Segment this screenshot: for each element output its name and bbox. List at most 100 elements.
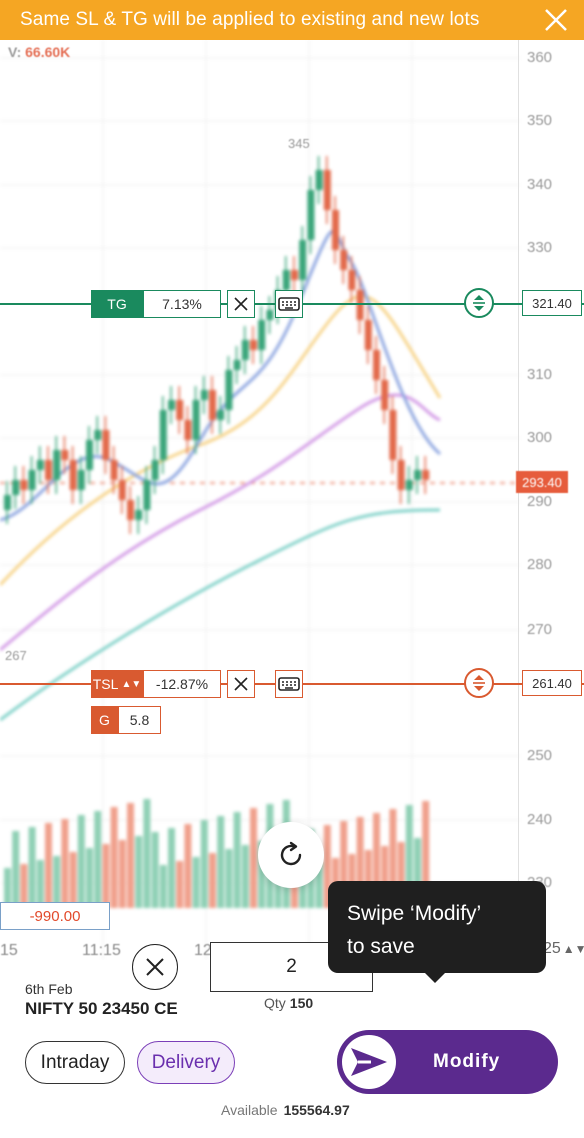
current-price-label: 293.40	[516, 471, 568, 493]
volume-bar	[118, 840, 126, 908]
volume-bar	[250, 808, 257, 908]
candle-body	[233, 360, 241, 370]
candle-body	[102, 430, 110, 460]
gap-value[interactable]: 5.8	[118, 706, 161, 734]
candle-body	[61, 450, 69, 460]
expiry-date: 6th Feb	[25, 981, 73, 997]
candle-body	[258, 320, 266, 350]
candle-body	[405, 480, 413, 490]
candle-body	[86, 440, 93, 470]
refresh-icon[interactable]	[258, 822, 324, 888]
stoploss-tag[interactable]: TSL ▲▼ -12.87%	[91, 670, 221, 698]
volume-bar	[241, 845, 249, 908]
candle-body	[250, 340, 257, 350]
price-tick: 270	[527, 621, 553, 638]
target-percent[interactable]: 7.13%	[143, 290, 221, 318]
lot-step[interactable]: 25 ▲▼	[543, 940, 584, 958]
candle-body	[299, 240, 307, 280]
time-tick: 15	[0, 942, 18, 959]
candle-body	[53, 450, 61, 480]
volume-bar	[69, 852, 77, 908]
remove-target-icon[interactable]	[227, 290, 255, 318]
price-tick: 340	[527, 176, 553, 193]
product-intraday-button[interactable]: Intraday	[25, 1041, 125, 1084]
price-tick: 240	[527, 811, 553, 828]
sort-icon: ▲▼	[121, 678, 142, 690]
volume-bar	[217, 816, 225, 908]
price-tick: 330	[527, 239, 553, 256]
volume-bar	[209, 853, 216, 908]
banner-message: Same SL & TG will be applied to existing…	[20, 9, 480, 30]
chart-canvas	[0, 40, 520, 960]
volume-bar	[20, 864, 28, 908]
candle-body	[12, 480, 20, 495]
candle-body	[373, 350, 380, 380]
volume-bar	[184, 824, 192, 908]
tooltip-line: Swipe ‘Modify’	[347, 902, 482, 925]
candle-body	[143, 480, 151, 510]
remove-stoploss-icon[interactable]	[227, 670, 255, 698]
stoploss-price-label: 261.40	[522, 670, 582, 696]
candle-body	[397, 460, 405, 490]
stoploss-percent[interactable]: -12.87%	[143, 670, 221, 698]
volume-bar	[94, 811, 102, 908]
candle-body	[348, 270, 356, 290]
volume-bar	[373, 813, 380, 908]
gap-tag-label: G	[91, 706, 118, 734]
keyboard-icon[interactable]	[275, 290, 303, 318]
candle-body	[135, 510, 143, 520]
volume-bar	[110, 807, 118, 908]
volume-bar	[414, 838, 421, 908]
send-arrow-icon[interactable]	[342, 1035, 396, 1089]
candle-body	[389, 410, 397, 460]
candle-body	[36, 460, 44, 470]
candle-body	[291, 270, 298, 280]
price-tick: 290	[527, 493, 553, 510]
product-delivery-button[interactable]: Delivery	[137, 1041, 235, 1084]
close-order-icon[interactable]	[132, 944, 178, 990]
price-chart[interactable]: V: 66.60K 345 267 360 350 340 330 310 30…	[0, 40, 584, 960]
keyboard-icon[interactable]	[275, 670, 303, 698]
candle-body	[307, 190, 315, 240]
target-tag[interactable]: TG 7.13%	[91, 290, 221, 318]
candle-body	[364, 320, 372, 350]
modify-label: Modify	[433, 1051, 501, 1072]
candle-body	[225, 370, 233, 410]
target-price-label: 321.40	[522, 290, 582, 316]
candle-body	[45, 460, 52, 480]
volume-bar	[53, 856, 61, 908]
stoploss-tag-label: TSL ▲▼	[91, 670, 143, 698]
target-drag-handle-icon[interactable]	[464, 288, 494, 318]
price-tick: 310	[527, 366, 553, 383]
stoploss-drag-handle-icon[interactable]	[464, 668, 494, 698]
volume-bar	[200, 820, 208, 908]
close-banner-icon[interactable]	[540, 4, 572, 36]
volume-bar	[135, 836, 143, 908]
volume-bar	[422, 801, 430, 908]
candle-body	[159, 410, 167, 460]
volume-bar	[102, 844, 110, 908]
volume-bar	[356, 817, 364, 908]
volume-bar	[405, 805, 413, 908]
candle-body	[356, 290, 364, 320]
volume-bar	[397, 842, 405, 908]
volume-bar	[364, 850, 372, 908]
pnl-label: -990.00	[0, 902, 110, 930]
price-tick: 300	[527, 429, 553, 446]
target-tag-label: TG	[91, 290, 143, 318]
candle-body	[127, 500, 134, 520]
price-axis[interactable]: 360 350 340 330 310 300 290 280 270 250 …	[518, 40, 584, 960]
volume-label: V: 66.60K	[8, 44, 71, 60]
candle-body	[4, 495, 11, 510]
candle-body	[266, 310, 274, 320]
qty-label: Qty 150	[264, 995, 314, 1011]
price-tick: 350	[527, 112, 553, 129]
gap-tag[interactable]: G 5.8	[91, 706, 161, 734]
candle-body	[381, 380, 389, 410]
tooltip-line: to save	[347, 935, 415, 958]
modify-swipe-button[interactable]: Modify	[337, 1030, 558, 1094]
price-tick: 250	[527, 747, 553, 764]
candle-body	[414, 470, 421, 480]
low-label: 267	[5, 648, 27, 663]
volume-bar	[192, 857, 200, 908]
